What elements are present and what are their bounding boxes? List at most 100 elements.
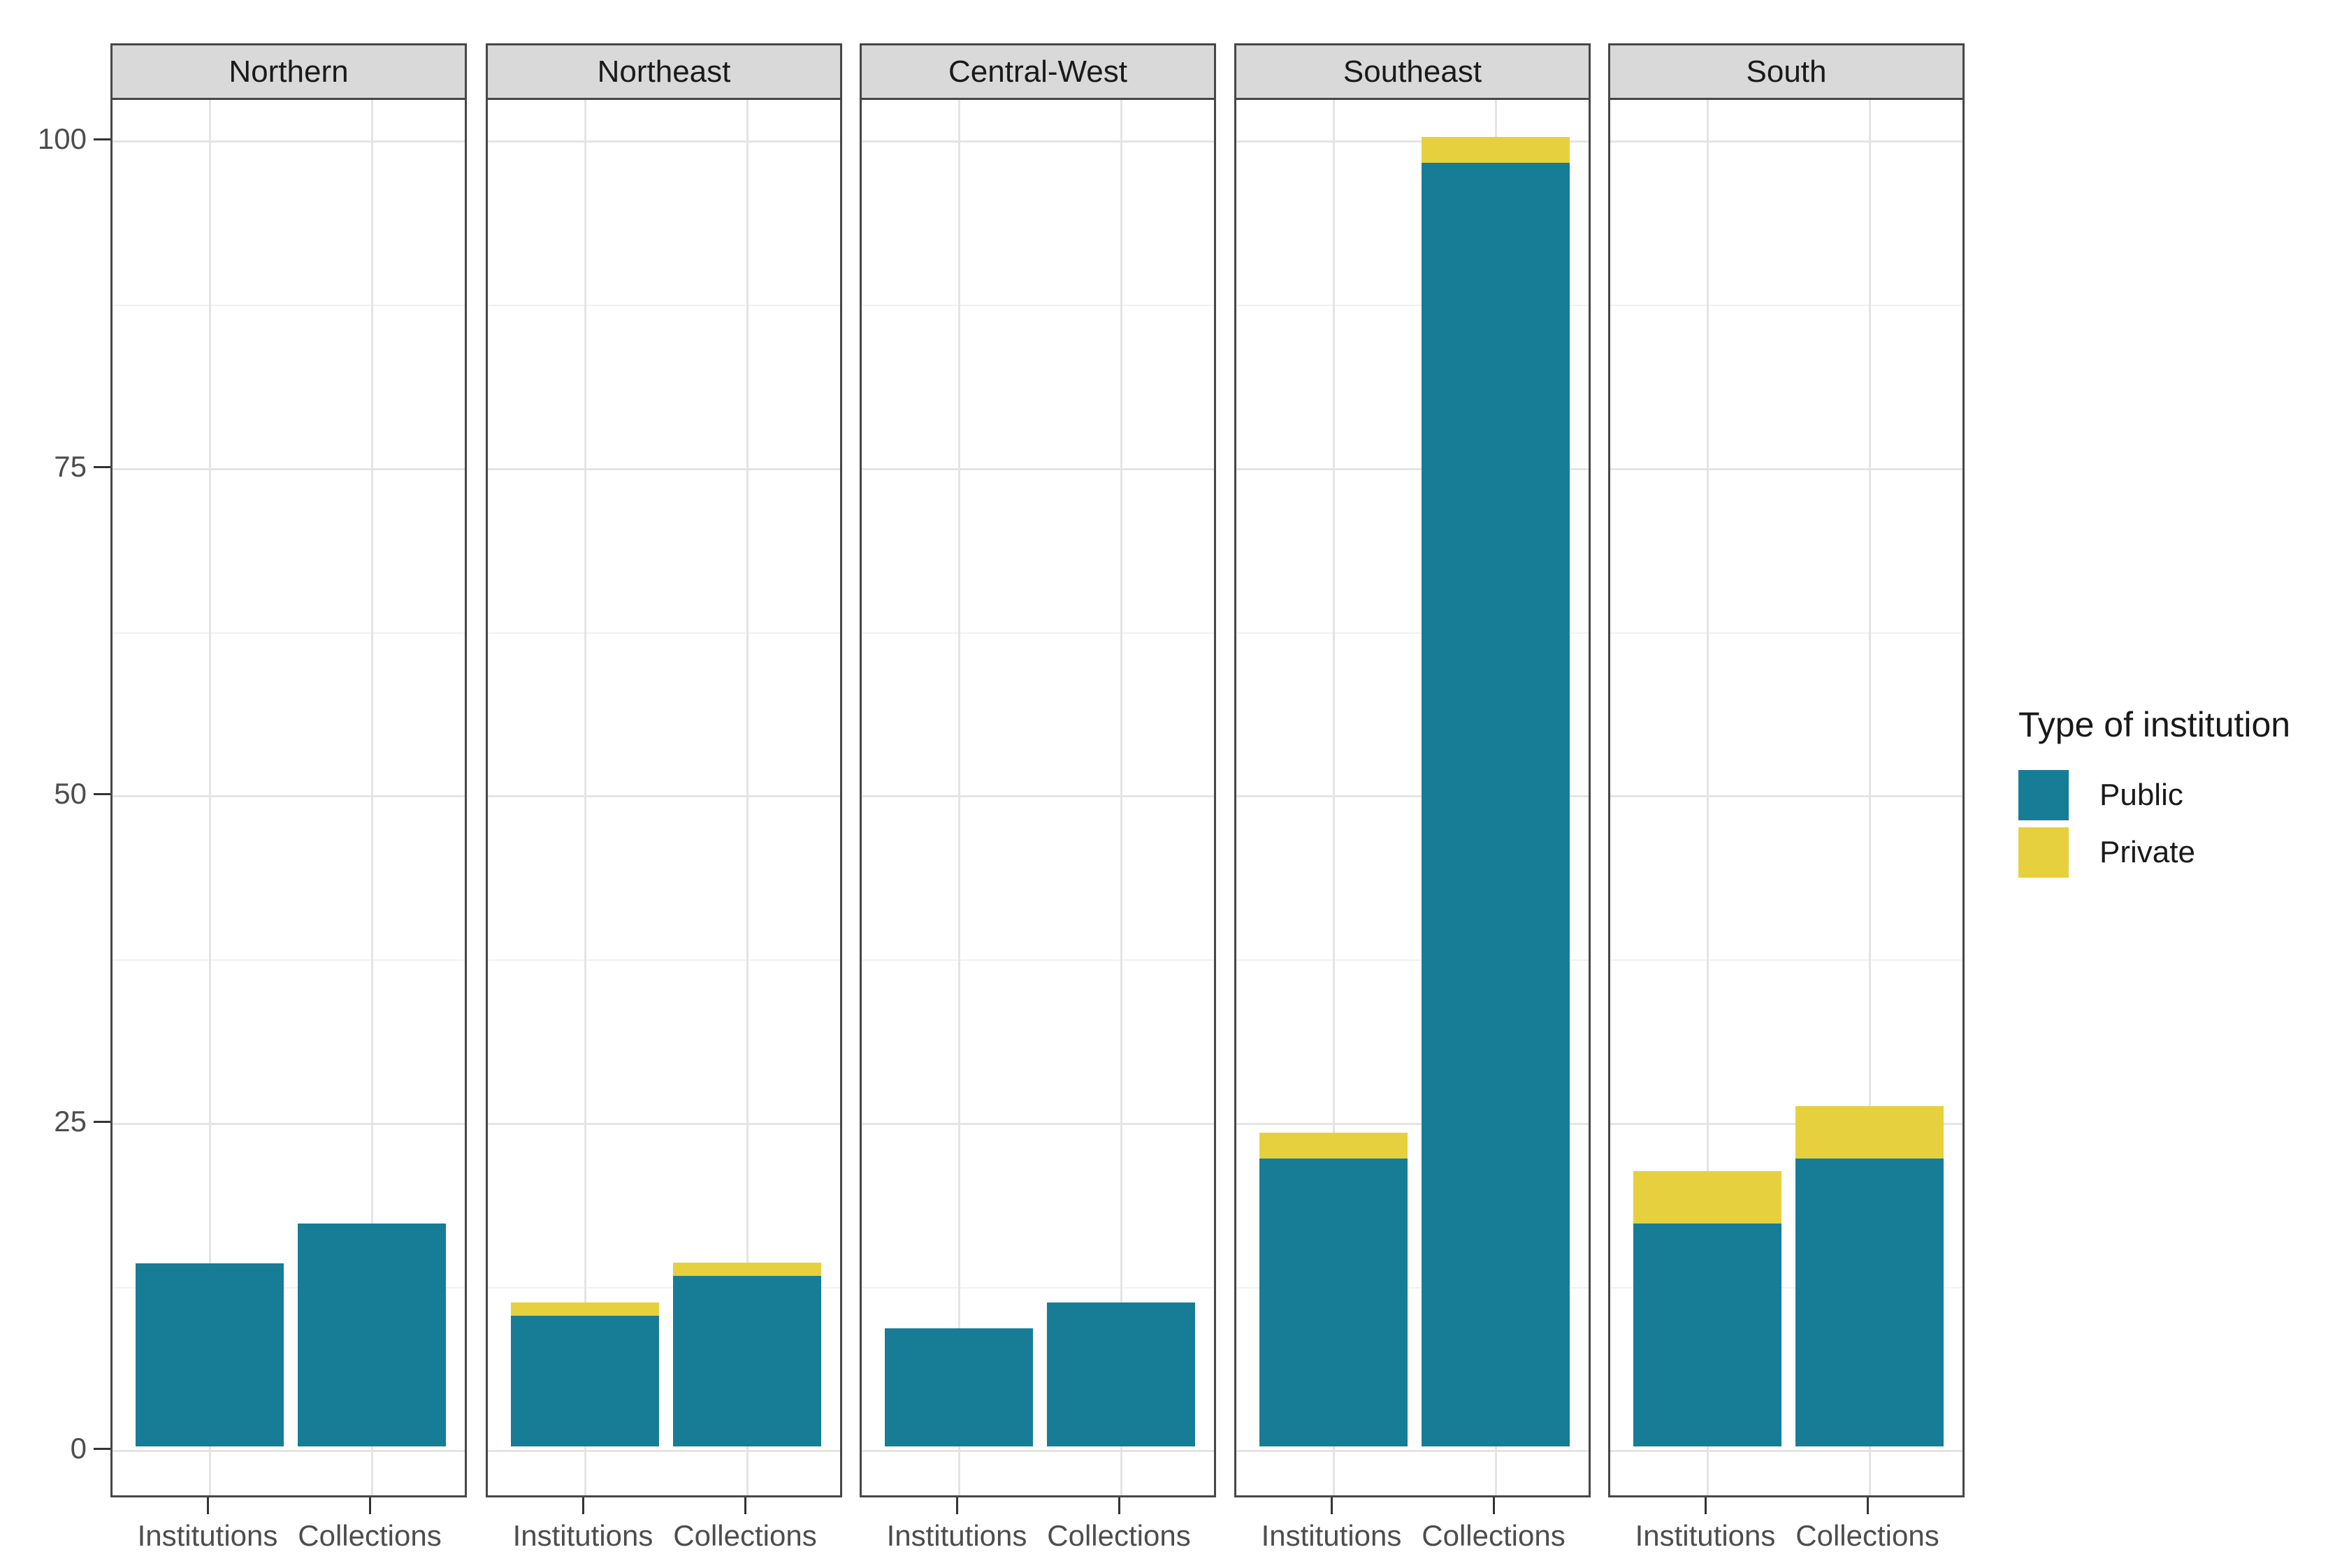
facet-panel — [110, 98, 467, 1497]
y-tick-label: 50 — [54, 777, 87, 810]
x-tick-mark — [1331, 1497, 1333, 1514]
y-tick-label: 75 — [54, 449, 87, 483]
stacked-bar-collections — [1422, 137, 1570, 1446]
bar-segment-public — [1422, 163, 1570, 1446]
y-gridline-major — [113, 1450, 465, 1452]
y-gridline-major — [1610, 1450, 1962, 1452]
x-tick-mark — [1118, 1497, 1120, 1514]
y-gridline-major — [113, 795, 465, 797]
bar-segment-private — [1633, 1171, 1781, 1224]
y-gridline-minor — [488, 632, 840, 634]
y-gridline-major — [862, 795, 1214, 797]
facet-header: South — [1608, 43, 1965, 100]
y-gridline-major — [1236, 1450, 1589, 1452]
y-gridline-minor — [113, 959, 465, 961]
bar-segment-public — [673, 1276, 821, 1446]
y-gridline-minor — [488, 305, 840, 307]
y-gridline-minor — [113, 305, 465, 307]
y-gridline-major — [488, 1122, 840, 1125]
y-tick-label: 0 — [70, 1432, 87, 1465]
x-gridline-major — [209, 100, 211, 1495]
y-gridline-minor — [1236, 959, 1589, 961]
x-gridline-major — [1707, 100, 1709, 1495]
stacked-bar-collections — [298, 1224, 446, 1446]
y-gridline-minor — [1610, 632, 1962, 634]
facet-panel — [1234, 98, 1591, 1497]
legend-item-private: Private — [2018, 827, 2328, 878]
y-gridline-major — [1236, 795, 1589, 797]
facet-title: Central-West — [948, 54, 1127, 89]
stacked-bar-institutions — [136, 1263, 284, 1446]
bar-segment-public — [136, 1263, 284, 1446]
y-tick-mark — [94, 465, 110, 468]
facet-title: Northeast — [597, 54, 731, 89]
y-gridline-major — [113, 1122, 465, 1125]
x-tick-mark — [369, 1497, 371, 1514]
facet-panel — [1608, 98, 1965, 1497]
stacked-bar-collections — [1795, 1106, 1944, 1446]
x-category-label: Collections — [1422, 1519, 1566, 1552]
legend-items: Public Private — [2018, 770, 2328, 878]
facet-panel — [486, 98, 842, 1497]
y-gridline-minor — [488, 959, 840, 961]
bar-segment-public — [1633, 1224, 1781, 1446]
facet-title: Southeast — [1343, 54, 1482, 89]
y-tick-mark — [94, 793, 110, 795]
bar-segment-public — [885, 1328, 1033, 1446]
x-category-label: Institutions — [137, 1519, 278, 1552]
y-tick-mark — [94, 1120, 110, 1123]
legend-key-private-swatch — [2018, 827, 2069, 878]
x-category-label: Collections — [298, 1519, 442, 1552]
y-gridline-major — [1236, 467, 1589, 470]
facet-header: Southeast — [1234, 43, 1591, 100]
bar-segment-public — [298, 1224, 446, 1446]
y-gridline-major — [113, 467, 465, 470]
y-gridline-minor — [488, 1286, 840, 1288]
x-category-label: Institutions — [886, 1519, 1027, 1552]
x-category-label: Institutions — [1635, 1519, 1776, 1552]
y-tick-label: 100 — [37, 122, 87, 155]
y-gridline-major — [1610, 467, 1962, 470]
y-gridline-minor — [862, 632, 1214, 634]
bar-segment-public — [1795, 1159, 1944, 1446]
bar-segment-private — [1422, 137, 1570, 163]
y-gridline-major — [1610, 140, 1962, 143]
y-gridline-minor — [862, 959, 1214, 961]
y-gridline-major — [1236, 140, 1589, 143]
stacked-bar-collections — [673, 1263, 821, 1446]
x-tick-mark — [1493, 1497, 1495, 1514]
x-gridline-major — [371, 100, 373, 1495]
y-gridline-major — [488, 1450, 840, 1452]
x-category-label: Institutions — [512, 1519, 653, 1552]
y-gridline-major — [1610, 1122, 1962, 1125]
facet-header: Northern — [110, 43, 467, 100]
legend-item-label: Private — [2099, 835, 2195, 869]
facet-panel — [860, 98, 1216, 1497]
y-gridline-minor — [113, 1286, 465, 1288]
y-gridline-minor — [1610, 959, 1962, 961]
y-gridline-major — [862, 1450, 1214, 1452]
x-tick-mark — [582, 1497, 584, 1514]
legend-title: Type of institution — [2018, 705, 2291, 744]
x-gridline-major — [1120, 100, 1122, 1495]
x-tick-mark — [207, 1497, 209, 1514]
y-gridline-major — [1610, 795, 1962, 797]
facet-header: Northeast — [486, 43, 842, 100]
y-gridline-minor — [862, 305, 1214, 307]
y-gridline-minor — [862, 1286, 1214, 1288]
stacked-bar-collections — [1047, 1302, 1195, 1446]
x-tick-mark — [956, 1497, 958, 1514]
x-tick-mark — [744, 1497, 746, 1514]
bar-segment-private — [511, 1302, 659, 1316]
stacked-bar-institutions — [1633, 1171, 1781, 1446]
bar-segment-private — [1795, 1106, 1944, 1159]
y-gridline-major — [488, 795, 840, 797]
legend: Type of institution Public Private — [2018, 704, 2328, 885]
x-tick-mark — [1705, 1497, 1707, 1514]
x-gridline-major — [584, 100, 586, 1495]
y-gridline-minor — [113, 632, 465, 634]
bar-segment-public — [1259, 1159, 1408, 1446]
stacked-bar-institutions — [511, 1302, 659, 1446]
bar-segment-private — [673, 1263, 821, 1276]
